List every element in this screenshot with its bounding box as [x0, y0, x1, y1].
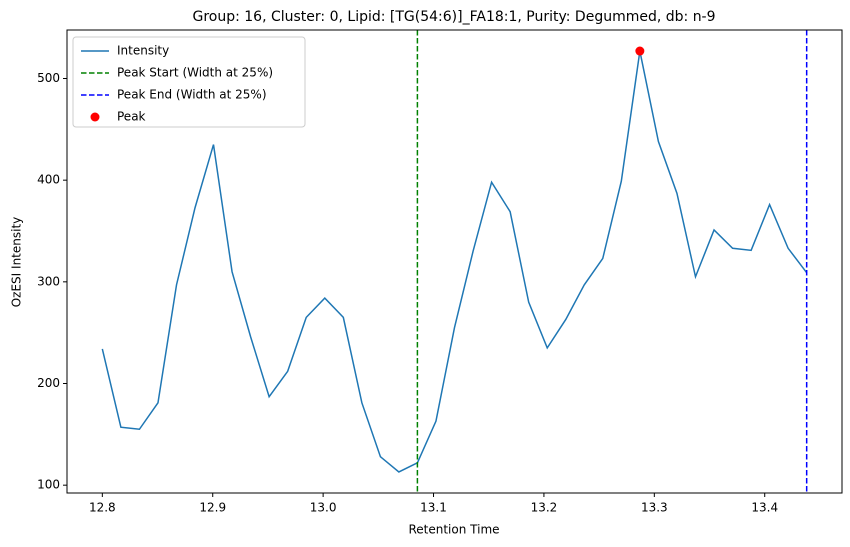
legend-label: Peak Start (Width at 25%)	[117, 66, 273, 80]
x-tick-label: 12.9	[199, 501, 226, 515]
x-tick-label: 13.1	[420, 501, 447, 515]
x-tick-label: 13.3	[641, 501, 668, 515]
x-axis-label: Retention Time	[408, 523, 499, 537]
plot-frame	[66, 29, 843, 494]
x-tick-label: 13.4	[751, 501, 778, 515]
legend-marker	[90, 112, 100, 122]
legend-label: Peak	[117, 110, 146, 124]
peak-marker	[635, 46, 645, 56]
y-tick-label: 200	[37, 376, 60, 390]
legend-label: Peak End (Width at 25%)	[117, 88, 267, 102]
y-tick-label: 100	[37, 478, 60, 492]
chart-title: Group: 16, Cluster: 0, Lipid: [TG(54:6)]…	[192, 9, 715, 25]
y-tick-label: 300	[37, 274, 60, 288]
x-tick-label: 12.8	[89, 501, 116, 515]
legend-label: Intensity	[117, 44, 169, 58]
y-tick-label: 400	[37, 173, 60, 187]
legend-box	[72, 36, 306, 128]
y-tick-label: 500	[37, 71, 60, 85]
x-tick-label: 13.0	[310, 501, 337, 515]
y-axis-label: OzESI Intensity	[10, 217, 24, 308]
x-tick-label: 13.2	[531, 501, 558, 515]
data-line	[101, 50, 808, 473]
